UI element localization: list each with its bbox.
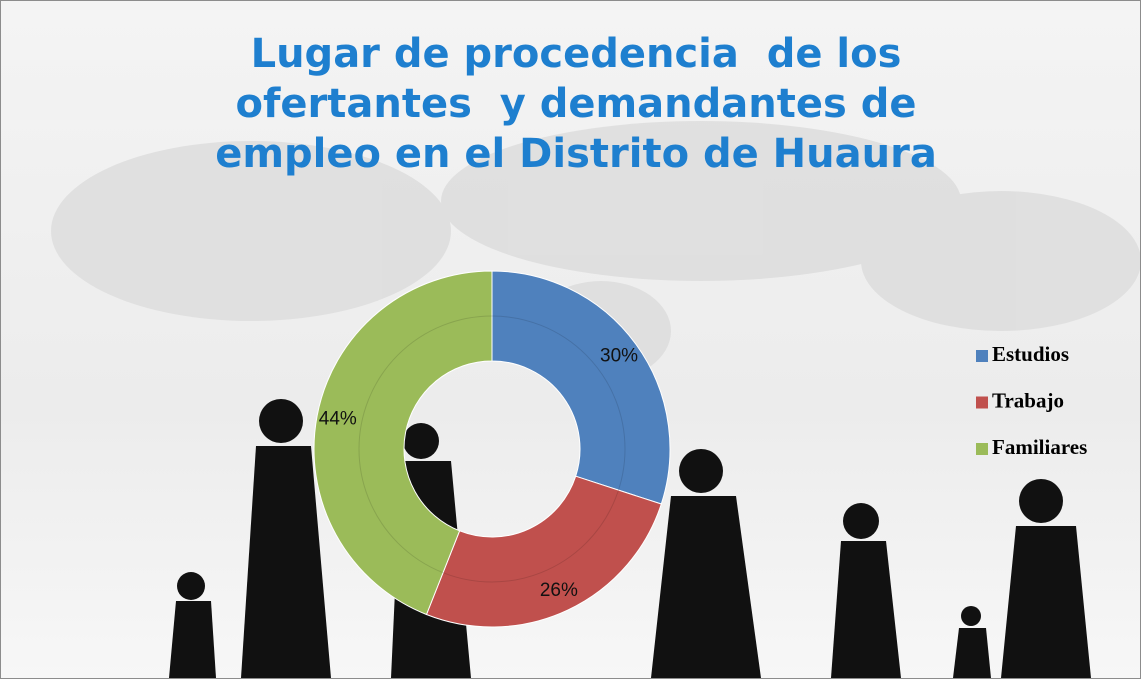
data-label: 30% — [600, 346, 638, 367]
donut-slice — [491, 270, 671, 505]
legend-swatch — [976, 443, 988, 455]
legend-label: Trabajo — [992, 388, 1064, 412]
inner-ring — [358, 315, 626, 583]
legend-swatch — [976, 350, 988, 362]
donut: 30% 26% 44% — [313, 270, 671, 628]
legend-swatch — [976, 396, 988, 409]
data-label: 44% — [319, 409, 357, 430]
legend-label: Estudios — [992, 342, 1069, 366]
silhouettes — [169, 399, 1091, 678]
donut-slice — [313, 270, 493, 616]
data-label: 26% — [540, 580, 578, 601]
chart-title: Lugar de procedencia de los ofertantes y… — [215, 31, 937, 177]
donut-slice — [425, 475, 662, 628]
legend-label: Familiares — [992, 435, 1087, 459]
